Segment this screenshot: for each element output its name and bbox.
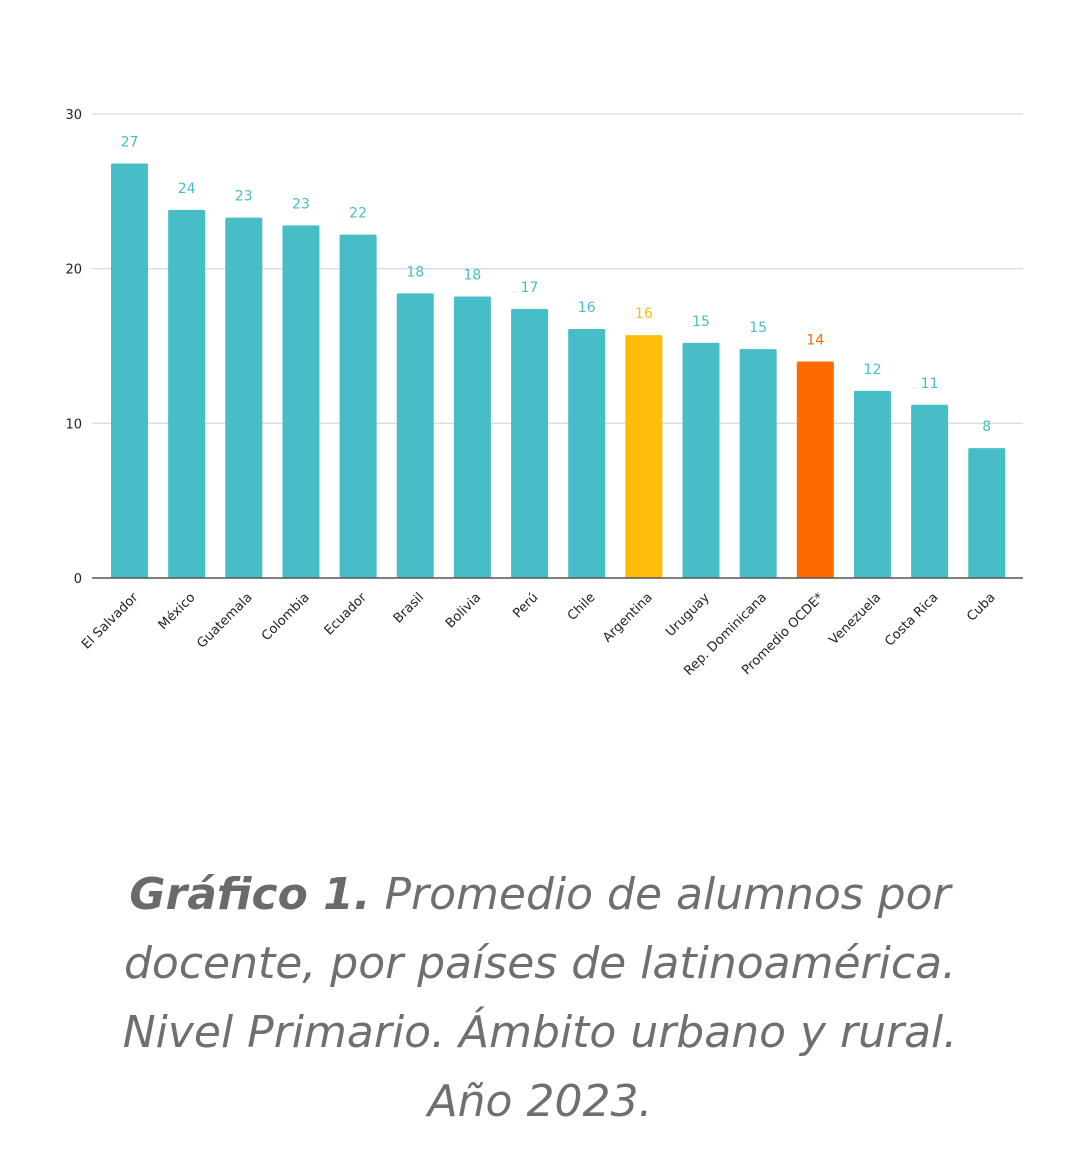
bar [911,404,949,578]
x-tick-label: Costa Rica [882,590,941,649]
x-tick-label: Argentina [600,590,655,645]
data-label: 27 [121,134,139,150]
bar [168,209,206,579]
chart-caption: Gráfico 1. Promedio de alumnos por docen… [90,860,990,1136]
bar-chart: 27 24 23 23 22 18 18 17 16 16 15 15 14 12 11 8 0 10 20 30 E… [65,108,1023,679]
x-tick-label: México [156,590,199,633]
caption-text: Promedio de alumnos por docente, por paí… [122,869,958,1127]
data-label: 17 [521,280,539,296]
data-label: 23 [235,189,253,205]
bar [282,225,320,579]
x-tick-label: El Salvador [79,590,142,653]
bar [796,361,834,578]
bar [625,335,663,578]
data-label: 18 [406,264,424,280]
y-tick-label: 0 [74,572,82,587]
x-tick-label: Guatemala [194,590,255,651]
bar [511,308,549,578]
chart-svg: 27 24 23 23 22 18 18 17 16 16 15 15 14 12 11 8 0 10 20 30 E… [65,108,1023,679]
x-tick-label: Uruguay [663,590,713,640]
bar [225,217,263,579]
data-label: 16 [578,300,596,316]
data-label: 14 [806,332,824,348]
data-label: 18 [463,268,481,284]
data-label: 23 [292,196,310,212]
x-tick-label: Venezuela [826,590,884,648]
x-tick-label: Perú [510,590,541,621]
bar [568,328,606,578]
x-tick-label: Bolivia [443,590,484,631]
data-label: 8 [982,419,991,435]
x-tick-label: Ecuador [322,590,371,639]
data-label: 11 [921,376,939,392]
bars [111,163,1006,579]
x-tick-label: Cuba [964,590,998,624]
bar [739,349,777,578]
bar [682,342,720,578]
data-label: 22 [349,206,367,222]
bar [111,163,148,578]
x-tick-label: Colombia [259,590,313,644]
data-label: 15 [749,320,767,336]
x-tick-label: Brasil [391,590,427,626]
bar [339,234,377,578]
bar [968,448,1006,578]
data-label: 24 [178,181,196,197]
data-label: 15 [692,314,710,330]
y-tick-label: 20 [65,263,82,278]
value-labels: 27 24 23 23 22 18 18 17 16 16 15 15 14 12 11 8 [121,134,992,435]
bar [396,293,434,578]
data-label: 12 [864,362,882,378]
caption-label: Gráfico 1. [129,869,371,920]
bar [853,390,891,578]
y-tick-label: 10 [65,417,82,432]
data-label: 16 [635,306,653,322]
x-tick-label: Chile [565,590,599,624]
y-tick-label: 30 [65,108,82,123]
bar [453,296,491,578]
